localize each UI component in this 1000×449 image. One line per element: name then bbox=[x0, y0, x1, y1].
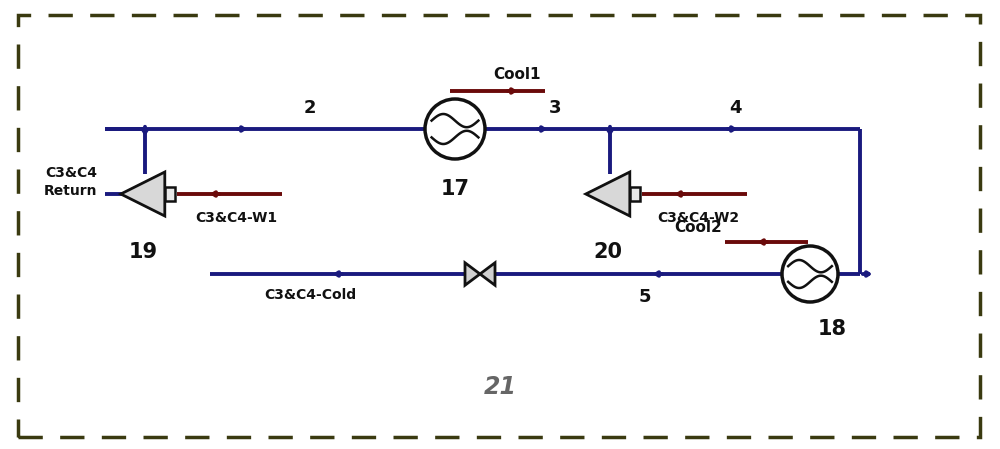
Polygon shape bbox=[121, 172, 165, 216]
Text: 5: 5 bbox=[639, 288, 651, 306]
Text: 21: 21 bbox=[484, 375, 516, 399]
Text: Cool1: Cool1 bbox=[493, 67, 540, 82]
Text: 4: 4 bbox=[729, 99, 741, 117]
Text: 17: 17 bbox=[440, 179, 470, 199]
Polygon shape bbox=[480, 263, 495, 285]
Text: Cool2: Cool2 bbox=[674, 220, 722, 235]
Text: C3&C4-Cold: C3&C4-Cold bbox=[264, 288, 356, 302]
Text: C3&C4-W1: C3&C4-W1 bbox=[195, 211, 277, 225]
Text: C3&C4-W2: C3&C4-W2 bbox=[657, 211, 739, 225]
Text: 19: 19 bbox=[128, 242, 158, 262]
Bar bbox=[165, 187, 175, 201]
Text: 2: 2 bbox=[304, 99, 316, 117]
Polygon shape bbox=[465, 263, 480, 285]
Bar bbox=[630, 187, 640, 201]
Text: 20: 20 bbox=[594, 242, 622, 262]
Text: 3: 3 bbox=[549, 99, 561, 117]
Polygon shape bbox=[586, 172, 630, 216]
Text: 18: 18 bbox=[818, 319, 846, 339]
Text: C3&C4
Return: C3&C4 Return bbox=[44, 166, 97, 198]
